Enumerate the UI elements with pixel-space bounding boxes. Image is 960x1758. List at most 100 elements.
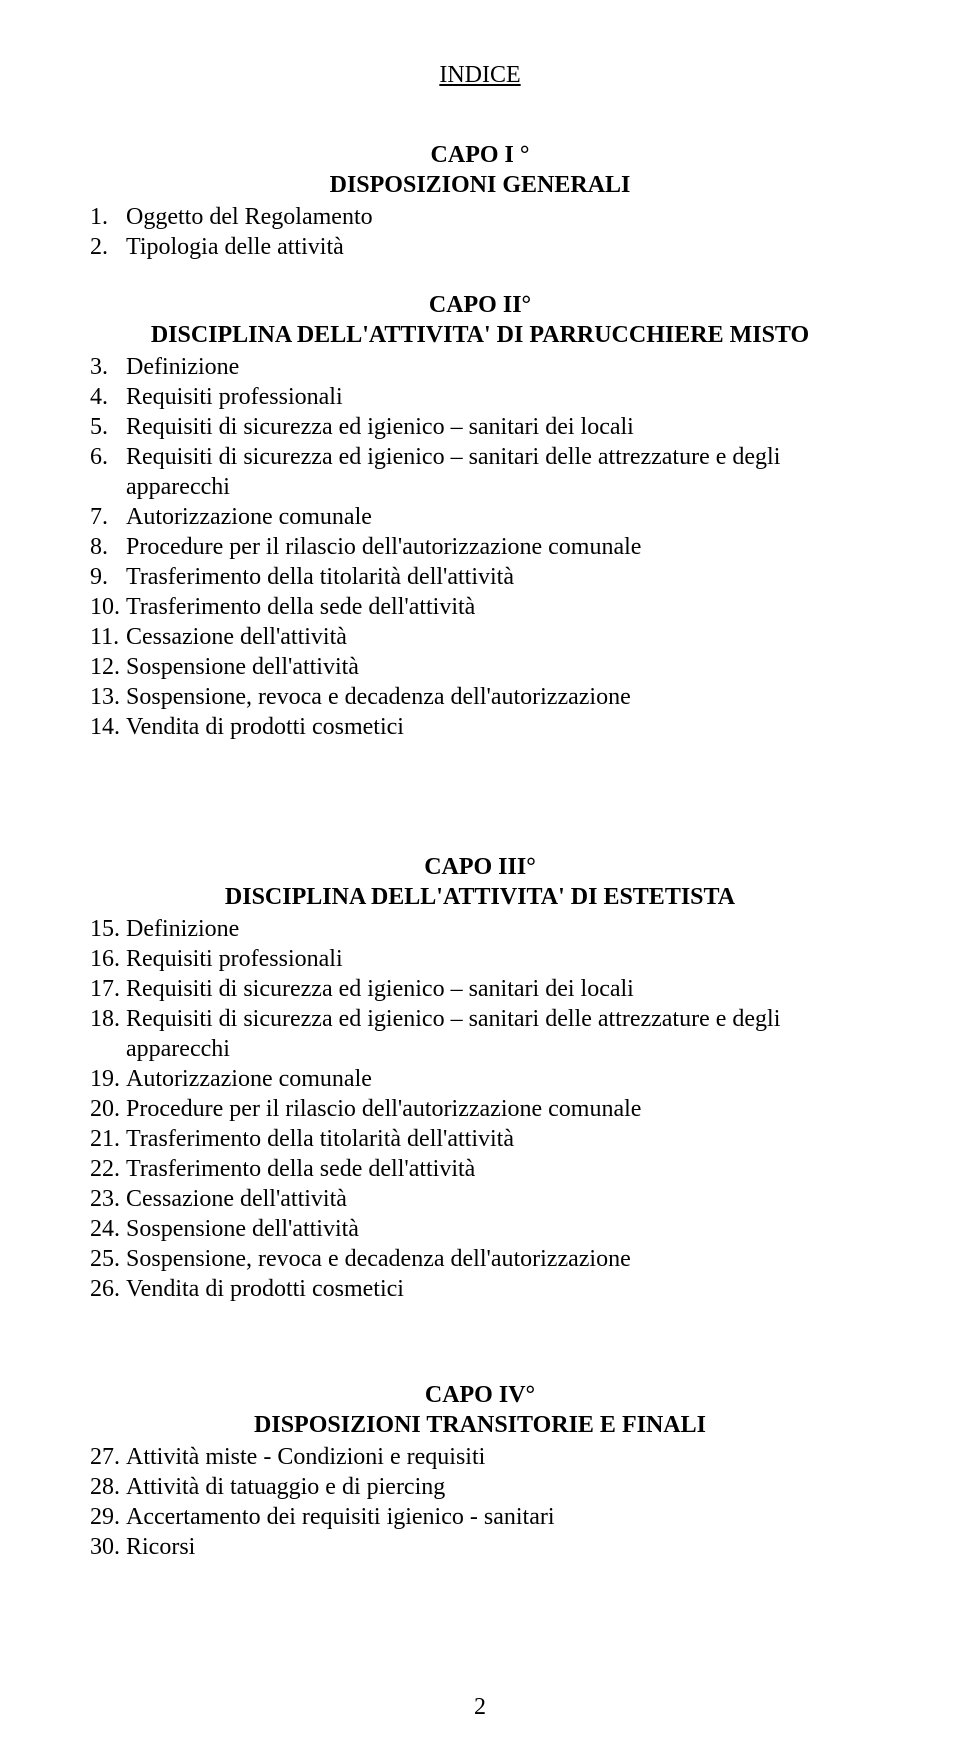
list-item: 26.Vendita di prodotti cosmetici <box>90 1274 870 1304</box>
item-number: 7. <box>90 502 126 532</box>
capo1-sub: DISPOSIZIONI GENERALI <box>90 170 870 200</box>
list-item: 20.Procedure per il rilascio dell'autori… <box>90 1094 870 1124</box>
capo2-heading: CAPO II° DISCIPLINA DELL'ATTIVITA' DI PA… <box>90 290 870 350</box>
list-item: 12.Sospensione dell'attività <box>90 652 870 682</box>
item-text: Requisiti professionali <box>126 944 343 974</box>
item-text: Procedure per il rilascio dell'autorizza… <box>126 532 641 562</box>
capo4-sub: DISPOSIZIONI TRANSITORIE E FINALI <box>90 1410 870 1440</box>
list-item: 25.Sospensione, revoca e decadenza dell'… <box>90 1244 870 1274</box>
list-item: 4.Requisiti professionali <box>90 382 870 412</box>
item-number: 21. <box>90 1124 126 1154</box>
item-text: Vendita di prodotti cosmetici <box>126 712 404 742</box>
list-item: 10.Trasferimento della sede dell'attivit… <box>90 592 870 622</box>
title-indice: INDICE <box>90 60 870 90</box>
item-number: 1. <box>90 202 126 232</box>
item-number: 20. <box>90 1094 126 1124</box>
item-text: Ricorsi <box>126 1532 195 1562</box>
spacer <box>90 1332 870 1352</box>
capo4-line: CAPO IV° <box>90 1380 870 1410</box>
item-number: 24. <box>90 1214 126 1244</box>
list-item: 6.Requisiti di sicurezza ed igienico – s… <box>90 442 870 502</box>
item-number: 12. <box>90 652 126 682</box>
item-text: Definizione <box>126 914 239 944</box>
item-text: Cessazione dell'attività <box>126 622 347 652</box>
capo3-list: 15.Definizione 16.Requisiti professional… <box>90 914 870 1304</box>
item-text: Tipologia delle attività <box>126 232 344 262</box>
item-number: 6. <box>90 442 126 502</box>
capo3-line: CAPO III° <box>90 852 870 882</box>
item-number: 14. <box>90 712 126 742</box>
page-number: 2 <box>0 1692 960 1722</box>
item-text: Cessazione dell'attività <box>126 1184 347 1214</box>
capo1-list: 1.Oggetto del Regolamento 2.Tipologia de… <box>90 202 870 262</box>
item-number: 19. <box>90 1064 126 1094</box>
item-text: Trasferimento della sede dell'attività <box>126 1154 475 1184</box>
item-text: Sospensione, revoca e decadenza dell'aut… <box>126 1244 631 1274</box>
item-text: Definizione <box>126 352 239 382</box>
item-text: Trasferimento della titolarità dell'atti… <box>126 562 514 592</box>
item-text: Vendita di prodotti cosmetici <box>126 1274 404 1304</box>
item-text: Requisiti di sicurezza ed igienico – san… <box>126 1004 870 1064</box>
list-item: 30.Ricorsi <box>90 1532 870 1562</box>
list-item: 2.Tipologia delle attività <box>90 232 870 262</box>
list-item: 16.Requisiti professionali <box>90 944 870 974</box>
list-item: 27.Attività miste - Condizioni e requisi… <box>90 1442 870 1472</box>
list-item: 17.Requisiti di sicurezza ed igienico – … <box>90 974 870 1004</box>
list-item: 5.Requisiti di sicurezza ed igienico – s… <box>90 412 870 442</box>
item-number: 2. <box>90 232 126 262</box>
capo4-heading: CAPO IV° DISPOSIZIONI TRANSITORIE E FINA… <box>90 1380 870 1440</box>
item-text: Sospensione, revoca e decadenza dell'aut… <box>126 682 631 712</box>
list-item: 19.Autorizzazione comunale <box>90 1064 870 1094</box>
item-text: Accertamento dei requisiti igienico - sa… <box>126 1502 555 1532</box>
item-text: Requisiti di sicurezza ed igienico – san… <box>126 442 870 502</box>
capo3-heading: CAPO III° DISCIPLINA DELL'ATTIVITA' DI E… <box>90 852 870 912</box>
list-item: 21.Trasferimento della titolarità dell'a… <box>90 1124 870 1154</box>
list-item: 11.Cessazione dell'attività <box>90 622 870 652</box>
item-text: Trasferimento della sede dell'attività <box>126 592 475 622</box>
item-number: 18. <box>90 1004 126 1064</box>
item-number: 27. <box>90 1442 126 1472</box>
list-item: 1.Oggetto del Regolamento <box>90 202 870 232</box>
item-text: Autorizzazione comunale <box>126 1064 372 1094</box>
item-number: 30. <box>90 1532 126 1562</box>
item-number: 9. <box>90 562 126 592</box>
list-item: 3.Definizione <box>90 352 870 382</box>
item-number: 25. <box>90 1244 126 1274</box>
item-text: Procedure per il rilascio dell'autorizza… <box>126 1094 641 1124</box>
item-number: 3. <box>90 352 126 382</box>
capo2-list: 3.Definizione 4.Requisiti professionali … <box>90 352 870 742</box>
item-number: 23. <box>90 1184 126 1214</box>
item-text: Autorizzazione comunale <box>126 502 372 532</box>
item-number: 16. <box>90 944 126 974</box>
capo4-list: 27.Attività miste - Condizioni e requisi… <box>90 1442 870 1562</box>
document-page: INDICE CAPO I ° DISPOSIZIONI GENERALI 1.… <box>0 0 960 1758</box>
item-number: 8. <box>90 532 126 562</box>
item-number: 10. <box>90 592 126 622</box>
item-number: 28. <box>90 1472 126 1502</box>
item-number: 15. <box>90 914 126 944</box>
list-item: 9.Trasferimento della titolarità dell'at… <box>90 562 870 592</box>
item-text: Attività miste - Condizioni e requisiti <box>126 1442 485 1472</box>
item-number: 17. <box>90 974 126 1004</box>
item-text: Sospensione dell'attività <box>126 652 359 682</box>
item-text: Attività di tatuaggio e di piercing <box>126 1472 445 1502</box>
list-item: 13.Sospensione, revoca e decadenza dell'… <box>90 682 870 712</box>
item-text: Requisiti di sicurezza ed igienico – san… <box>126 974 634 1004</box>
list-item: 14.Vendita di prodotti cosmetici <box>90 712 870 742</box>
list-item: 7.Autorizzazione comunale <box>90 502 870 532</box>
item-text: Requisiti professionali <box>126 382 343 412</box>
list-item: 15.Definizione <box>90 914 870 944</box>
capo1-line: CAPO I ° <box>90 140 870 170</box>
capo2-sub: DISCIPLINA DELL'ATTIVITA' DI PARRUCCHIER… <box>90 320 870 350</box>
item-text: Sospensione dell'attività <box>126 1214 359 1244</box>
list-item: 24.Sospensione dell'attività <box>90 1214 870 1244</box>
item-text: Oggetto del Regolamento <box>126 202 373 232</box>
item-number: 26. <box>90 1274 126 1304</box>
capo2-line: CAPO II° <box>90 290 870 320</box>
capo3-sub: DISCIPLINA DELL'ATTIVITA' DI ESTETISTA <box>90 882 870 912</box>
item-number: 5. <box>90 412 126 442</box>
item-number: 22. <box>90 1154 126 1184</box>
list-item: 29.Accertamento dei requisiti igienico -… <box>90 1502 870 1532</box>
list-item: 18.Requisiti di sicurezza ed igienico – … <box>90 1004 870 1064</box>
item-number: 11. <box>90 622 126 652</box>
